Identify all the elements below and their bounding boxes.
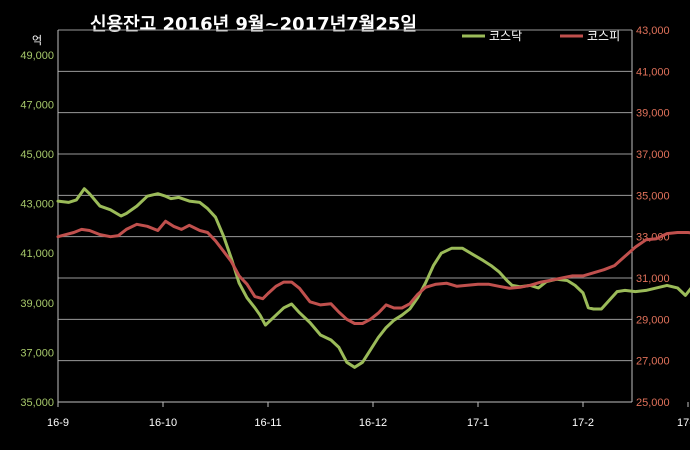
y-right-tick-label-0: 25,000: [636, 397, 670, 409]
y-right-tick-label-9: 43,000: [636, 25, 670, 37]
y-right-tick-label-8: 41,000: [636, 66, 670, 78]
series-line-kosdaq: [56, 187, 690, 369]
x-tick-label-1: 16-10: [149, 417, 177, 429]
x-tick-label-2: 16-11: [254, 417, 281, 429]
y-right-tick-label-6: 37,000: [636, 149, 670, 161]
y-left-tick-label-3: 41,000: [20, 248, 54, 260]
x-tick-label-0: 16-9: [47, 417, 69, 429]
y-right-tick-label-3: 31,000: [636, 273, 670, 285]
x-tick-label-4: 17-1: [467, 417, 489, 429]
x-tick-label-5: 17-2: [572, 417, 594, 429]
y-left-tick-label-1: 37,000: [20, 347, 54, 359]
legend: 코스닥 코스피: [462, 29, 620, 43]
y-left-tick-label-5: 45,000: [20, 149, 54, 161]
x-tick-label-6: 17-3: [677, 417, 690, 429]
y-left-unit: 억: [32, 34, 42, 47]
y-left-ticks: 35,000 37,000 39,000 41,000 43,000 45,000 47,0…: [20, 50, 54, 409]
series: [56, 187, 690, 369]
series-line-kospi: [56, 219, 690, 325]
y-left-tick-label-0: 35,000: [20, 397, 54, 409]
legend-label-kosdaq: 코스닥: [489, 29, 522, 43]
y-left-tick-label-2: 39,000: [20, 298, 54, 310]
y-right-tick-label-2: 29,000: [636, 314, 670, 326]
y-left-tick-label-6: 47,000: [20, 99, 54, 111]
y-right-ticks: 25,00027,00029,00031,00033,00035,00037,0…: [636, 25, 670, 409]
x-ticks: 16-916-1016-1116-1217-117-217-317-417-51…: [47, 417, 690, 429]
y-left-tick-label-4: 43,000: [20, 199, 54, 211]
chart-title: 신용잔고 2016년 9월~2017년7월25일: [90, 14, 417, 35]
y-right-tick-label-1: 27,000: [636, 356, 670, 368]
y-left-tick-label-7: 49,000: [20, 50, 54, 62]
axes: [57, 30, 689, 407]
x-tick-label-3: 16-12: [359, 417, 387, 429]
legend-label-kospi: 코스피: [587, 29, 620, 43]
y-right-tick-label-5: 35,000: [636, 190, 670, 202]
y-right-tick-label-7: 39,000: [636, 108, 670, 120]
